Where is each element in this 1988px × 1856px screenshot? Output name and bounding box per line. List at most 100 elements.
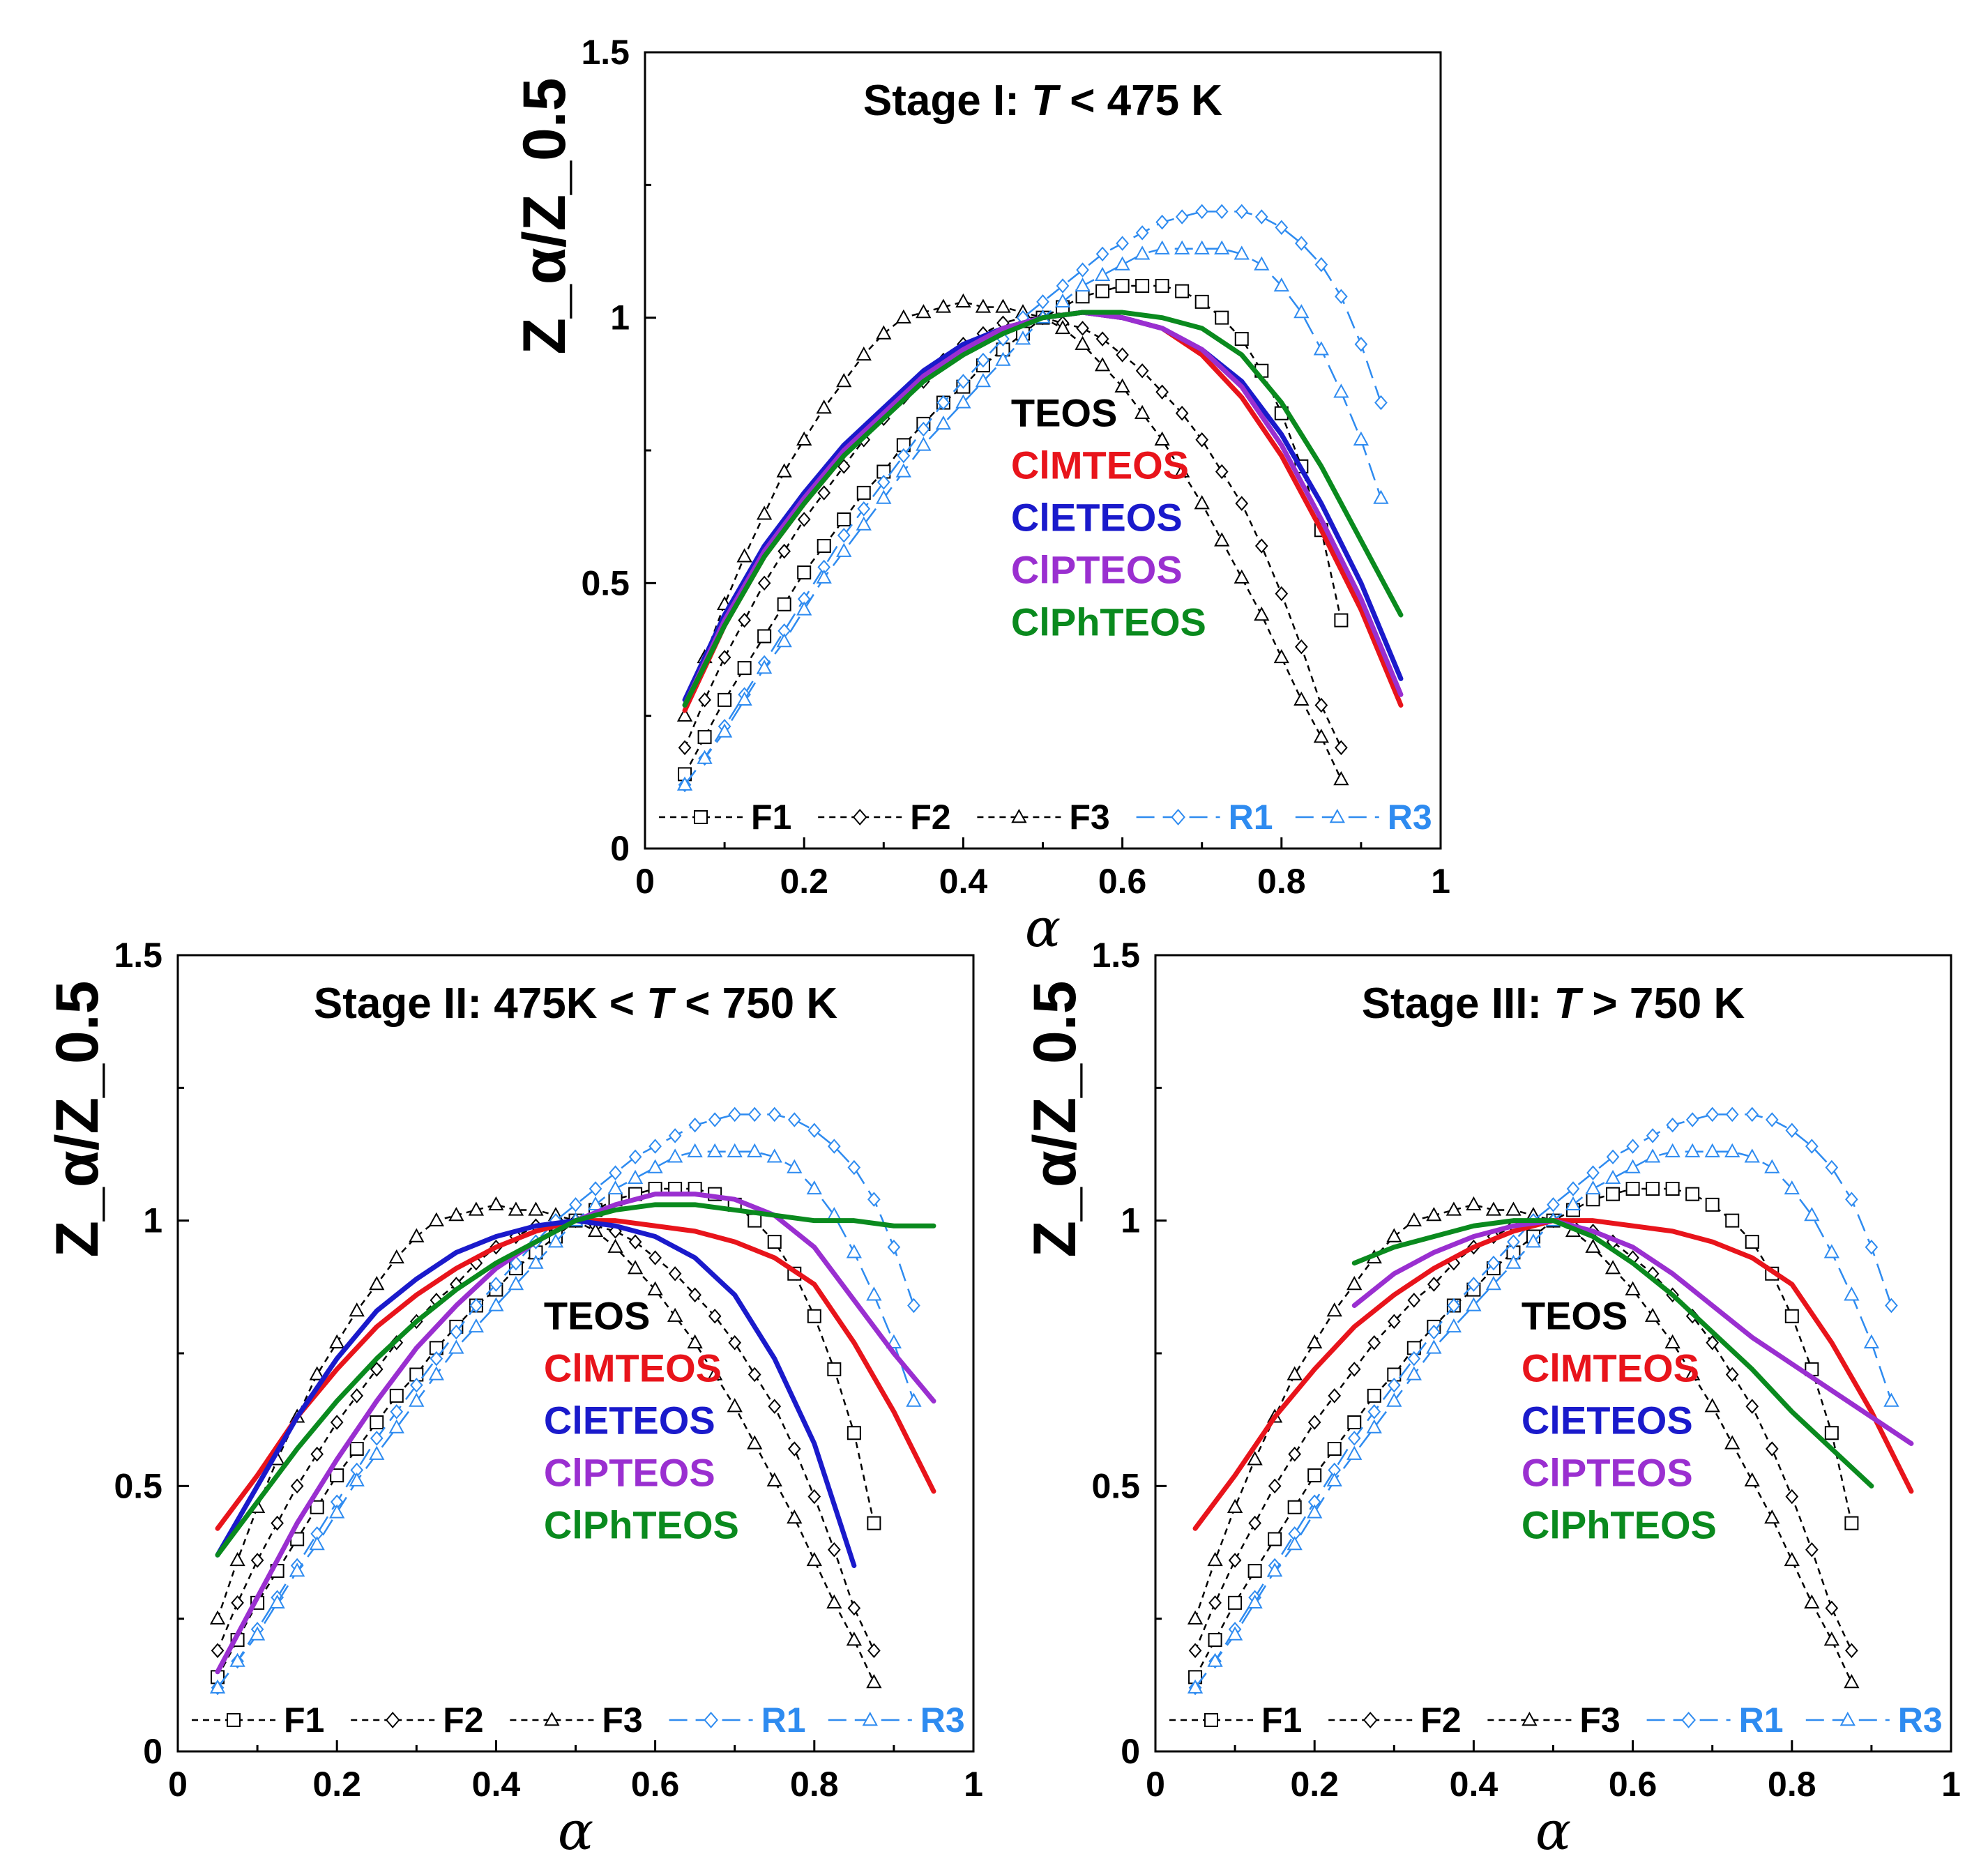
reference-point-r3 <box>369 1445 385 1460</box>
reference-point-f3 <box>1293 691 1310 706</box>
reference-line-f3 <box>683 301 1342 780</box>
reference-point-r3 <box>1823 1244 1839 1258</box>
reference-point-f2 <box>827 1542 841 1558</box>
reference-point-f1 <box>1406 1341 1421 1355</box>
reference-point-r3 <box>329 1504 345 1519</box>
reference-point-f3 <box>488 1196 504 1211</box>
y-tick-label: 1 <box>1121 1201 1140 1240</box>
reference-point-f1 <box>1115 278 1130 293</box>
reference-point-f3 <box>856 346 872 361</box>
reference-point-r3 <box>607 1180 623 1195</box>
reference-point-f1 <box>797 565 812 580</box>
reference-point-f2 <box>1427 1277 1441 1292</box>
reference-point-f2 <box>1288 1446 1302 1462</box>
reference-point-f2 <box>698 692 711 708</box>
reference-point-r1 <box>1407 1351 1421 1367</box>
reference-point-r1 <box>609 1165 622 1180</box>
reference-point-f1 <box>877 464 891 479</box>
reference-point-r1 <box>917 421 930 437</box>
reference-point-r3 <box>1267 1562 1283 1577</box>
reference-line-f1 <box>683 284 1342 775</box>
reference-point-f1 <box>1155 278 1169 293</box>
reference-point-r3 <box>1247 1594 1263 1609</box>
reference-point-r3 <box>229 1652 245 1667</box>
series-line-clphteos <box>1351 1218 1874 1489</box>
reference-point-r1 <box>1354 337 1368 352</box>
reference-point-r3 <box>736 691 752 706</box>
reference-point-r3 <box>1154 240 1170 254</box>
reference-point-r3 <box>1234 245 1250 260</box>
compound-label: ClPhTEOS <box>544 1503 739 1547</box>
compound-label: ClETEOS <box>1522 1399 1693 1443</box>
reference-point-r3 <box>667 1148 683 1163</box>
y-tick-label: 1.5 <box>1091 936 1140 975</box>
reference-point-f2 <box>757 575 771 591</box>
reference-point-f1 <box>310 1500 324 1514</box>
reference-point-f1 <box>817 539 831 554</box>
y-tick-label: 1.5 <box>581 33 630 72</box>
reference-point-f1 <box>1234 332 1249 347</box>
reference-point-r3 <box>916 436 932 451</box>
reference-point-f3 <box>409 1228 425 1242</box>
reference-point-f3 <box>369 1276 385 1291</box>
reference-point-r1 <box>1825 1159 1839 1176</box>
reference-line-f1 <box>216 1187 875 1678</box>
reference-point-f3 <box>528 1201 544 1216</box>
plot-area <box>209 1106 936 1696</box>
reference-point-f1 <box>767 1235 782 1249</box>
legend-marker <box>694 810 708 824</box>
reference-point-f3 <box>1313 729 1329 743</box>
x-tick-label: 0.4 <box>1450 1765 1498 1804</box>
legend-marker <box>1329 809 1345 823</box>
reference-point-f1 <box>1287 1500 1302 1514</box>
reference-point-r1 <box>1467 1277 1480 1292</box>
x-tick-label: 0.6 <box>1098 862 1147 901</box>
reference-point-f1 <box>1625 1181 1640 1196</box>
reference-point-f3 <box>1644 1307 1661 1322</box>
reference-point-f3 <box>1075 335 1091 350</box>
reference-point-r1 <box>957 374 970 389</box>
legend-label: F2 <box>443 1701 483 1740</box>
reference-point-r1 <box>390 1404 404 1420</box>
reference-point-f3 <box>876 325 892 340</box>
reference-point-f2 <box>1845 1643 1858 1659</box>
reference-point-r1 <box>509 1255 523 1271</box>
reference-point-r1 <box>768 1106 782 1123</box>
y-tick-label: 0 <box>1121 1732 1140 1771</box>
compound-label: ClPTEOS <box>544 1451 715 1495</box>
reference-point-f1 <box>1095 284 1110 298</box>
reference-point-r3 <box>209 1679 226 1694</box>
stage-3-chart: 0 0.5 1 1.5 0 0.2 0.4 0.6 0.8 1 α Z_α/Z_0.5 Stage II… <box>1022 936 1961 1856</box>
x-tick-label: 0 <box>1146 1765 1165 1804</box>
reference-point-f1 <box>1367 1388 1381 1403</box>
reference-point-r3 <box>1227 1626 1243 1641</box>
reference-point-f2 <box>807 1489 821 1505</box>
reference-point-f3 <box>667 1307 683 1322</box>
reference-point-f2 <box>797 512 811 527</box>
reference-point-r3 <box>1366 1419 1382 1433</box>
reference-point-r3 <box>1863 1334 1880 1348</box>
y-tick-label: 1 <box>610 298 630 337</box>
reference-point-f3 <box>975 298 992 313</box>
reference-point-f3 <box>1804 1594 1820 1609</box>
reference-point-f2 <box>350 1388 364 1404</box>
reference-point-r1 <box>1685 1112 1699 1127</box>
reference-point-r1 <box>1626 1139 1639 1154</box>
x-tick-label: 1 <box>1431 862 1450 901</box>
reference-point-r1 <box>1487 1255 1501 1271</box>
reference-point-f1 <box>1646 1181 1660 1196</box>
reference-point-f1 <box>1175 284 1190 298</box>
reference-point-r3 <box>1114 256 1130 271</box>
reference-point-f3 <box>1784 1551 1800 1567</box>
reference-point-f3 <box>776 463 792 478</box>
reference-point-r1 <box>1135 225 1149 241</box>
reference-point-f3 <box>1406 1212 1422 1226</box>
legend-label: R1 <box>1739 1701 1784 1740</box>
reference-point-r1 <box>1175 209 1189 225</box>
reference-point-f3 <box>1426 1207 1442 1222</box>
reference-point-r3 <box>816 569 832 584</box>
compound-label: ClPTEOS <box>1522 1451 1693 1495</box>
reference-point-f3 <box>229 1551 245 1567</box>
reference-point-r3 <box>647 1159 663 1173</box>
compound-label: TEOS <box>1522 1294 1627 1338</box>
